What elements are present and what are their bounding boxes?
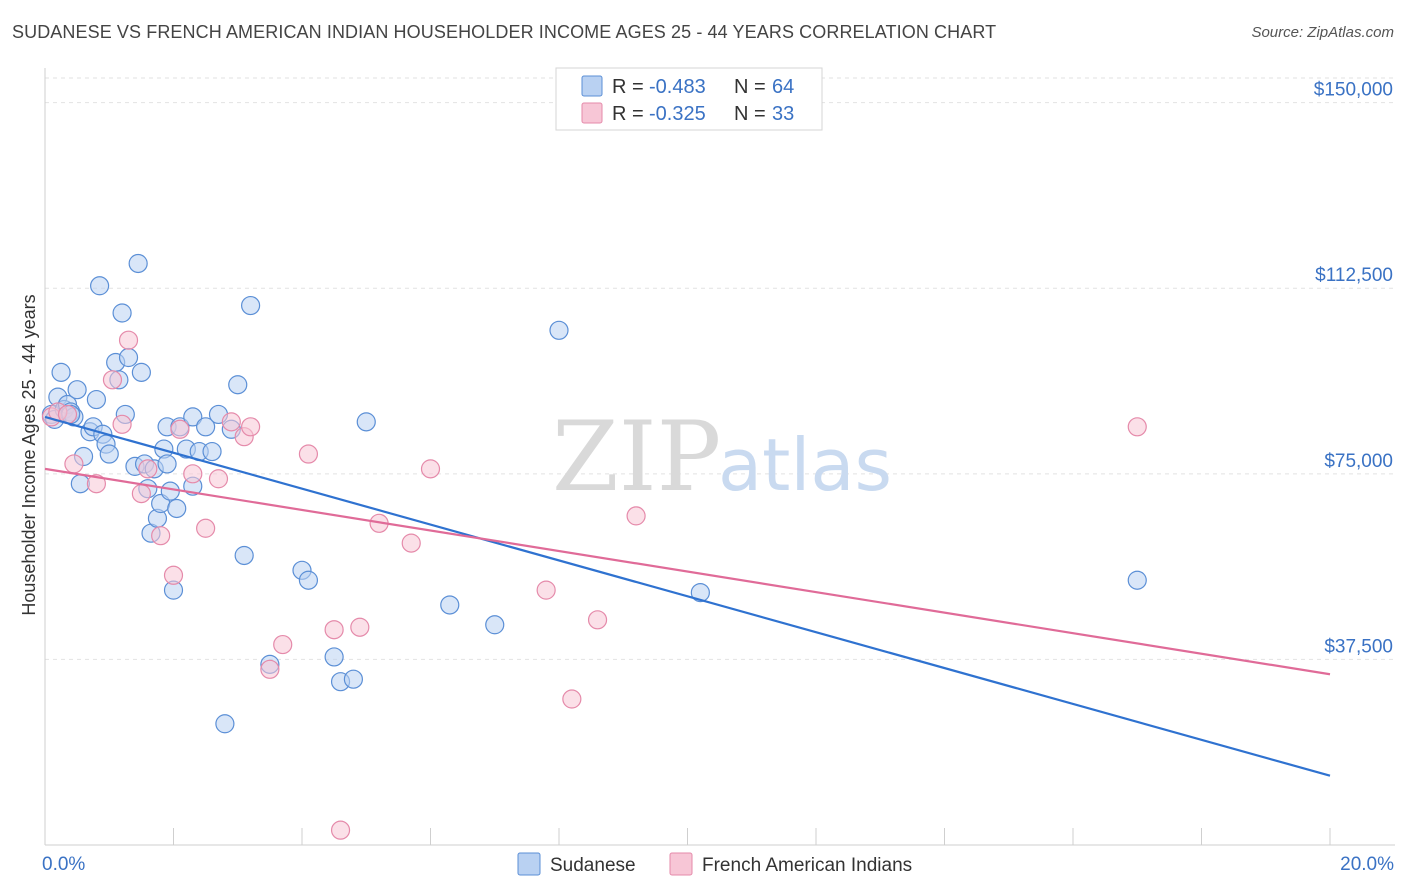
bottom-legend-swatch-french-american-indians	[669, 852, 693, 876]
watermark-zip: ZIP	[552, 401, 721, 513]
point-french-american-indians-24	[350, 617, 370, 637]
point-sudanese-49	[241, 295, 261, 316]
point-french-american-indians-4	[86, 474, 107, 494]
legend-r-label-1: R =	[612, 76, 644, 98]
point-french-american-indians-28	[536, 580, 556, 600]
legend-n-label-1: N =	[734, 76, 766, 98]
legend-r-value-2: -0.325	[649, 103, 706, 125]
point-sudanese-3	[51, 362, 71, 382]
point-french-american-indians-13	[183, 464, 203, 484]
legend-n-label-2: N =	[734, 103, 766, 125]
point-french-american-indians-27	[420, 459, 441, 479]
point-french-american-indians-29	[562, 689, 582, 709]
y-tick-label-0: $37,500	[1324, 636, 1393, 657]
legend-box: R = -0.483 N = 64 R = -0.325 N = 33	[555, 67, 823, 131]
point-sudanese-35	[160, 481, 180, 501]
legend-swatch-french-american-indians	[581, 102, 603, 124]
point-sudanese-48	[234, 545, 254, 566]
point-sudanese-57	[440, 595, 460, 615]
point-french-american-indians-8	[131, 484, 151, 504]
point-french-american-indians-14	[196, 518, 216, 538]
point-sudanese-25	[128, 253, 148, 274]
chart-title: SUDANESE VS FRENCH AMERICAN INDIAN HOUSE…	[12, 22, 997, 42]
legend-r-value-1: -0.483	[649, 76, 706, 98]
point-french-american-indians-6	[112, 414, 132, 434]
point-sudanese-53	[324, 647, 344, 667]
legend-n-value-2: 33	[772, 103, 794, 125]
point-sudanese-14	[90, 276, 110, 296]
point-french-american-indians-32	[1127, 417, 1147, 437]
watermark: ZIP atlas	[552, 401, 892, 513]
point-sudanese-23	[118, 347, 139, 368]
point-french-american-indians-3	[64, 454, 84, 474]
trendline-sudanese	[44, 415, 1331, 777]
point-sudanese-18	[99, 444, 119, 464]
point-sudanese-43	[202, 441, 222, 462]
y-tick-label-1: $75,000	[1324, 451, 1393, 472]
point-sudanese-52	[298, 570, 319, 590]
point-sudanese-55	[343, 669, 363, 689]
point-sudanese-56	[356, 412, 376, 432]
point-french-american-indians-20	[273, 634, 293, 655]
point-sudanese-47	[228, 375, 248, 395]
y-tick-label-3: $150,000	[1314, 80, 1393, 101]
bottom-legend-sudanese: Sudanese	[550, 855, 636, 876]
x-tick-label-1: 20.0%	[1340, 854, 1394, 875]
point-sudanese-9	[70, 474, 90, 494]
point-sudanese-45	[215, 714, 235, 734]
trend-layer	[44, 415, 1331, 777]
point-french-american-indians-18	[241, 417, 261, 437]
legend-swatch-sudanese	[581, 75, 603, 97]
point-french-american-indians-9	[138, 459, 158, 479]
point-sudanese-40	[183, 407, 203, 427]
point-sudanese-21	[112, 303, 132, 323]
point-french-american-indians-16	[221, 412, 241, 432]
point-sudanese-62	[157, 454, 177, 474]
axis-layer: $37,500 $75,000 $112,500 $150,000 0.0% 20.0%	[42, 68, 1395, 875]
point-french-american-indians-5	[102, 370, 123, 390]
point-french-american-indians-10	[151, 526, 171, 546]
trendline-french-american-indians	[44, 467, 1331, 676]
watermark-atlas: atlas	[718, 423, 892, 507]
grid-layer	[45, 77, 1395, 660]
y-tick-label-2: $112,500	[1315, 265, 1393, 286]
point-french-american-indians-12	[170, 419, 190, 439]
point-french-american-indians-7	[118, 330, 139, 350]
x-tick-label-0: 0.0%	[42, 854, 85, 875]
point-sudanese-37	[167, 498, 187, 519]
bottom-legend-swatch-sudanese	[517, 852, 541, 876]
point-french-american-indians-31	[626, 506, 646, 526]
point-french-american-indians-19	[260, 659, 280, 679]
point-french-american-indians-22	[324, 620, 344, 640]
legend-n-value-1: 64	[772, 76, 794, 98]
point-sudanese-61	[1127, 570, 1147, 590]
point-sudanese-8	[67, 380, 87, 400]
point-french-american-indians-30	[587, 610, 608, 630]
point-sudanese-42	[196, 417, 216, 437]
point-sudanese-59	[549, 320, 569, 340]
point-sudanese-26	[131, 362, 151, 382]
point-sudanese-58	[485, 615, 505, 635]
point-french-american-indians-21	[298, 444, 319, 464]
y-axis-label: Householder Income Ages 25 - 44 years	[19, 294, 39, 615]
bottom-legend-french-american-indians: French American Indians	[702, 855, 912, 876]
point-french-american-indians-26	[401, 533, 421, 553]
legend-r-label-2: R =	[612, 103, 644, 125]
point-french-american-indians-15	[208, 469, 229, 489]
point-sudanese-13	[86, 389, 107, 410]
bottom-legend: Sudanese French American Indians	[517, 852, 912, 876]
point-sudanese-60	[690, 582, 710, 603]
point-french-american-indians-23	[330, 820, 351, 840]
points-layer	[41, 253, 1147, 840]
point-french-american-indians-11	[163, 565, 184, 585]
source-credit: Source: ZipAtlas.com	[1251, 24, 1394, 41]
